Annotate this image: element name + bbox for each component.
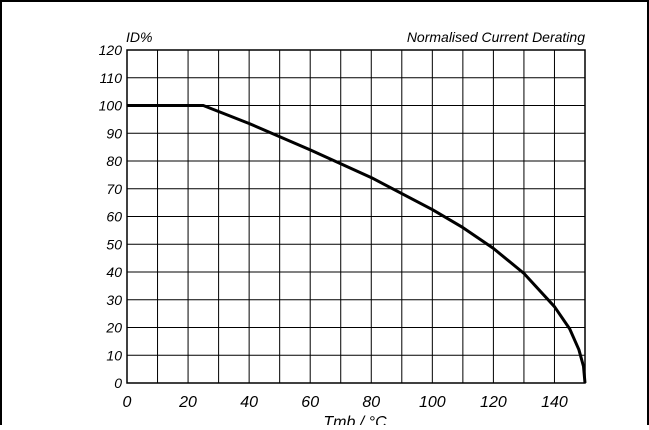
y-tick-label: 110: [100, 70, 123, 86]
y-axis-label: ID%: [126, 29, 152, 45]
x-tick-label: 20: [178, 394, 197, 411]
plot-frame: [126, 49, 586, 384]
y-tick-label: 80: [106, 153, 122, 169]
y-tick-label: 70: [106, 181, 122, 197]
derating-curve: [127, 104, 587, 384]
y-tick-label: 50: [106, 236, 122, 252]
y-tick-label: 60: [106, 209, 122, 225]
y-tick-label: 120: [99, 42, 123, 58]
x-tick-label: 0: [123, 394, 132, 411]
y-tick-label: 10: [106, 347, 122, 363]
y-tick-label: 100: [99, 98, 123, 114]
y-tick-label: 40: [106, 264, 122, 280]
y-tick-label: 90: [106, 125, 122, 141]
x-tick-label: 100: [419, 394, 446, 411]
x-tick-label: 60: [301, 394, 319, 411]
y-tick-label: 0: [114, 375, 122, 391]
y-tick-label: 20: [105, 320, 122, 336]
x-tick-label: 40: [240, 394, 258, 411]
x-tick-label: 140: [541, 394, 568, 411]
x-tick-label: 80: [362, 394, 380, 411]
y-tick-label: 30: [106, 292, 122, 308]
grid-layer: [126, 49, 586, 384]
x-axis-label: Tmb / °C: [323, 414, 387, 425]
x-tick-label: 120: [480, 394, 507, 411]
tick-labels: 0 10 20 30 40 50 60 70 80 90 100 110 120 0 20 40 60 80 100…: [99, 42, 568, 411]
chart-title: Normalised Current Derating: [407, 29, 585, 45]
